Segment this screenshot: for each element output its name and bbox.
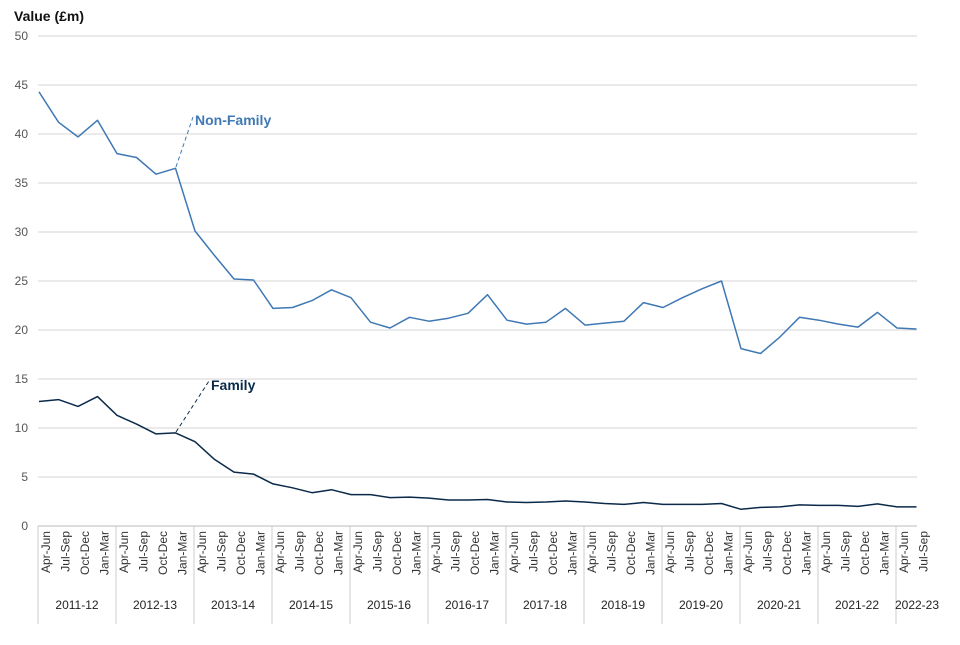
y-tick-label: 30 xyxy=(15,225,29,239)
x-tick-label: Apr-Jun xyxy=(819,531,833,573)
family-label: Family xyxy=(211,377,256,393)
x-tick-label: Oct-Dec xyxy=(468,531,482,575)
y-axis-title: Value (£m) xyxy=(14,8,84,24)
year-label: 2018-19 xyxy=(601,598,645,612)
x-tick-label: Apr-Jun xyxy=(117,531,131,573)
x-tick-label: Apr-Jun xyxy=(585,531,599,573)
y-tick-label: 15 xyxy=(15,372,29,386)
x-tick-label: Jul-Sep xyxy=(293,531,307,572)
family-line xyxy=(39,397,917,510)
x-tick-label: Jan-Mar xyxy=(410,531,424,575)
year-label: 2014-15 xyxy=(289,598,333,612)
x-tick-label: Apr-Jun xyxy=(507,531,521,573)
x-tick-label: Jul-Sep xyxy=(59,531,73,572)
x-tick-label: Oct-Dec xyxy=(624,531,638,575)
x-tick-label: Jan-Mar xyxy=(644,531,658,575)
x-tick-label: Apr-Jun xyxy=(897,531,911,573)
x-tick-label: Oct-Dec xyxy=(702,531,716,575)
y-tick-label: 0 xyxy=(21,519,28,533)
x-tick-label: Jul-Sep xyxy=(371,531,385,572)
year-label: 2021-22 xyxy=(835,598,879,612)
y-axis-ticks: 0 5 10 15 20 25 30 35 40 45 50 xyxy=(15,29,29,533)
x-tick-label: Apr-Jun xyxy=(273,531,287,573)
y-tick-label: 25 xyxy=(15,274,29,288)
x-tick-label: Apr-Jun xyxy=(663,531,677,573)
x-tick-label: Jul-Sep xyxy=(449,531,463,572)
x-tick-label: Jan-Mar xyxy=(332,531,346,575)
gridlines xyxy=(38,36,917,526)
year-label: 2015-16 xyxy=(367,598,411,612)
x-tick-label: Jan-Mar xyxy=(98,531,112,575)
year-label: 2022-23 xyxy=(895,598,939,612)
x-tick-label: Oct-Dec xyxy=(312,531,326,575)
x-tick-label: Apr-Jun xyxy=(195,531,209,573)
x-tick-label: Jan-Mar xyxy=(176,531,190,575)
y-tick-label: 50 xyxy=(15,29,29,43)
x-axis: Apr-Jun Jul-Sep Oct-Dec Jan-Mar Apr-Jun Jul-S… xyxy=(38,526,939,624)
year-label: 2019-20 xyxy=(679,598,723,612)
non-family-leader-line xyxy=(176,117,193,167)
x-tick-label: Apr-Jun xyxy=(351,531,365,573)
x-tick-label: Jul-Sep xyxy=(761,531,775,572)
x-tick-label: Jan-Mar xyxy=(800,531,814,575)
x-tick-label: Jan-Mar xyxy=(488,531,502,575)
non-family-line xyxy=(39,92,917,354)
x-tick-label: Apr-Jun xyxy=(39,531,53,573)
x-tick-label: Oct-Dec xyxy=(390,531,404,575)
y-tick-label: 5 xyxy=(21,470,28,484)
x-tick-label: Oct-Dec xyxy=(234,531,248,575)
x-tick-label: Jul-Sep xyxy=(137,531,151,572)
family-leader-line xyxy=(176,381,209,432)
x-tick-label: Oct-Dec xyxy=(858,531,872,575)
y-tick-label: 35 xyxy=(15,176,29,190)
year-label: 2017-18 xyxy=(523,598,567,612)
x-tick-label: Apr-Jun xyxy=(429,531,443,573)
year-label: 2012-13 xyxy=(133,598,177,612)
x-tick-label: Oct-Dec xyxy=(156,531,170,575)
x-tick-label: Jan-Mar xyxy=(878,531,892,575)
y-tick-label: 10 xyxy=(15,421,29,435)
year-label: 2016-17 xyxy=(445,598,489,612)
series-lines xyxy=(39,92,917,510)
non-family-label: Non-Family xyxy=(195,112,271,128)
series-labels: Non-Family Family xyxy=(176,112,271,432)
y-tick-label: 40 xyxy=(15,127,29,141)
x-tick-label: Apr-Jun xyxy=(741,531,755,573)
x-tick-label: Jul-Sep xyxy=(215,531,229,572)
year-label: 2011-12 xyxy=(55,598,98,612)
x-tick-label: Jul-Sep xyxy=(917,531,931,572)
year-label: 2013-14 xyxy=(211,598,255,612)
x-tick-label: Oct-Dec xyxy=(546,531,560,575)
x-tick-label: Jul-Sep xyxy=(605,531,619,572)
year-label: 2020-21 xyxy=(757,598,801,612)
x-tick-label: Jul-Sep xyxy=(527,531,541,572)
x-tick-label: Oct-Dec xyxy=(78,531,92,575)
y-tick-label: 20 xyxy=(15,323,29,337)
x-tick-label: Jul-Sep xyxy=(839,531,853,572)
x-tick-label: Oct-Dec xyxy=(780,531,794,575)
x-tick-label: Jan-Mar xyxy=(254,531,268,575)
x-tick-label: Jan-Mar xyxy=(722,531,736,575)
x-tick-label: Jul-Sep xyxy=(683,531,697,572)
y-tick-label: 45 xyxy=(15,78,29,92)
x-tick-label: Jan-Mar xyxy=(566,531,580,575)
